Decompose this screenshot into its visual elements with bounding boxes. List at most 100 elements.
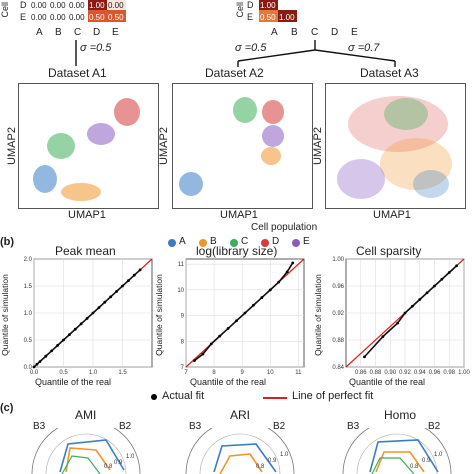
- matrix-cell: 0.50: [108, 13, 124, 22]
- radar-axis-label: B3: [189, 421, 202, 432]
- legend-title: Cell population: [251, 222, 318, 233]
- matrix-cell-mid: [107, 10, 126, 22]
- x-tick-label: 0.94: [414, 370, 426, 376]
- y-tick-label: 11: [178, 262, 185, 268]
- qq-point: [418, 298, 422, 301]
- radar-axis-label: B3: [33, 421, 46, 432]
- qq-point: [277, 280, 281, 284]
- matrix-cell: 0.00: [69, 13, 85, 22]
- qq-point: [268, 288, 272, 292]
- qq-point: [285, 270, 289, 274]
- matrix-cell: 0.00: [69, 1, 85, 10]
- matrix-cell: 0.50: [89, 13, 105, 22]
- actual-fit-marker: [151, 394, 157, 400]
- matrix-col-label: C: [311, 27, 319, 38]
- matrix-col-label: A: [271, 27, 278, 38]
- qq-xlabel: Quantile of the real: [35, 377, 112, 387]
- qq-plots: 0.0 0.5 1.0 1.5 0.0 0.5 1.0 1.5 2.0 7 8 9 10 11 7 8 9 10 1…: [24, 257, 471, 376]
- matrix-cell: 1.00: [279, 13, 295, 22]
- qq-point: [433, 284, 436, 288]
- matrix-right: Cell D E 1.00 0.50 1.00: [235, 0, 297, 40]
- y-tick-label: 0.84: [332, 365, 344, 371]
- qq-point: [201, 352, 205, 356]
- sigma-label: σ =0.7: [348, 42, 380, 54]
- x-tick-label: 7: [184, 370, 188, 376]
- qq-ylabel: Quantile of simulation: [312, 274, 323, 356]
- legend-label: D: [272, 236, 280, 247]
- x-tick-label: 11: [295, 370, 302, 376]
- qq-point: [447, 271, 451, 274]
- y-tick-label: 0.92: [332, 311, 344, 317]
- svg-text:1.0: 1.0: [126, 454, 135, 460]
- qq-point: [44, 354, 48, 358]
- qq-point: [235, 319, 238, 323]
- qq-title: log(library size): [196, 244, 278, 258]
- matrix-col-label: D: [331, 27, 339, 38]
- y-tick-label: 9: [181, 314, 185, 320]
- qq-point: [455, 264, 459, 268]
- x-tick-label: 0.92: [399, 370, 411, 376]
- qq-point: [35, 362, 39, 366]
- qq-point: [68, 333, 71, 336]
- qq-plot: 0.86 0.88 0.90 0.92 0.94 0.96 0.98 1.000.840.88…: [332, 257, 470, 376]
- qq-point: [103, 300, 107, 304]
- y-tick-label: 0.0: [24, 365, 33, 371]
- sigma-label: σ =0.5: [235, 42, 267, 54]
- svg-text:0.9: 0.9: [422, 458, 431, 464]
- radar-ari: 0.80.91.0: [185, 428, 295, 474]
- y-tick-label: 0.88: [332, 338, 344, 344]
- matrix-cell-highlight: [278, 10, 297, 22]
- x-tick-label: 1.5: [118, 370, 127, 376]
- x-tick-label: 9: [241, 370, 245, 376]
- radar-axis-label: B2: [428, 421, 441, 432]
- qq-point: [425, 291, 429, 295]
- radar-ami: 0.80.91.0: [31, 428, 141, 474]
- matrix-cell-mid: [88, 10, 107, 22]
- matrix-cell: 0.00: [31, 1, 47, 10]
- radar-title: AMI: [75, 408, 97, 422]
- qq-point: [138, 268, 142, 272]
- legend-label: C: [241, 236, 249, 247]
- qq-point: [209, 342, 213, 346]
- x-tick-label: 1.00: [458, 370, 470, 376]
- matrix-cell: 0.00: [50, 13, 66, 22]
- qq-ylabel: Quantile of simulation: [153, 274, 164, 356]
- svg-text:0.9: 0.9: [268, 458, 277, 464]
- qq-plot: 0.0 0.5 1.0 1.5 0.0 0.5 1.0 1.5 2.0: [24, 257, 153, 376]
- x-tick-label: 0.90: [384, 370, 396, 376]
- svg-text:1.0: 1.0: [280, 452, 289, 458]
- y-tick-label: 1.00: [332, 257, 344, 263]
- qq-point: [440, 277, 444, 281]
- umap-scatter: [179, 97, 284, 196]
- qq-point: [79, 322, 83, 326]
- svg-text:0.9: 0.9: [114, 460, 123, 466]
- umap-xlabel: UMAP1: [220, 209, 258, 221]
- qq-xlabel: Quantile of the real: [349, 377, 426, 387]
- qq-point: [291, 261, 295, 265]
- x-tick-label: 0.86: [355, 370, 367, 376]
- matrix-col-label: C: [74, 27, 82, 38]
- x-tick-label: 0.88: [370, 370, 382, 376]
- legend-dot: [168, 239, 176, 247]
- qq-xlabel: Quantile of the real: [190, 377, 267, 387]
- radar-homo: 0.80.91.0: [342, 428, 452, 474]
- qq-point: [132, 273, 136, 277]
- x-tick-label: 0.5: [59, 370, 68, 376]
- qq-point: [32, 365, 36, 369]
- x-tick-label: 8: [212, 370, 216, 376]
- qq-point: [410, 304, 414, 308]
- radar-axis-label: B2: [119, 421, 132, 432]
- qq-point: [121, 284, 124, 288]
- qq-point: [91, 311, 95, 315]
- legend-dot: [292, 239, 300, 247]
- matrix-cell: 1.00: [260, 1, 276, 10]
- x-tick-label: 0.0: [30, 370, 39, 376]
- matrix-cell: 0.00: [31, 13, 47, 22]
- matrix-left: Cell D E 0.00 0.00 0.00 1.00 0.00 0.00 0…: [0, 0, 140, 60]
- x-tick-label: 0.98: [443, 370, 455, 376]
- qq-point: [56, 344, 59, 347]
- qq-point: [97, 306, 101, 309]
- qq-point: [363, 355, 366, 359]
- qq-point: [193, 359, 196, 362]
- svg-text:1.0: 1.0: [434, 452, 443, 458]
